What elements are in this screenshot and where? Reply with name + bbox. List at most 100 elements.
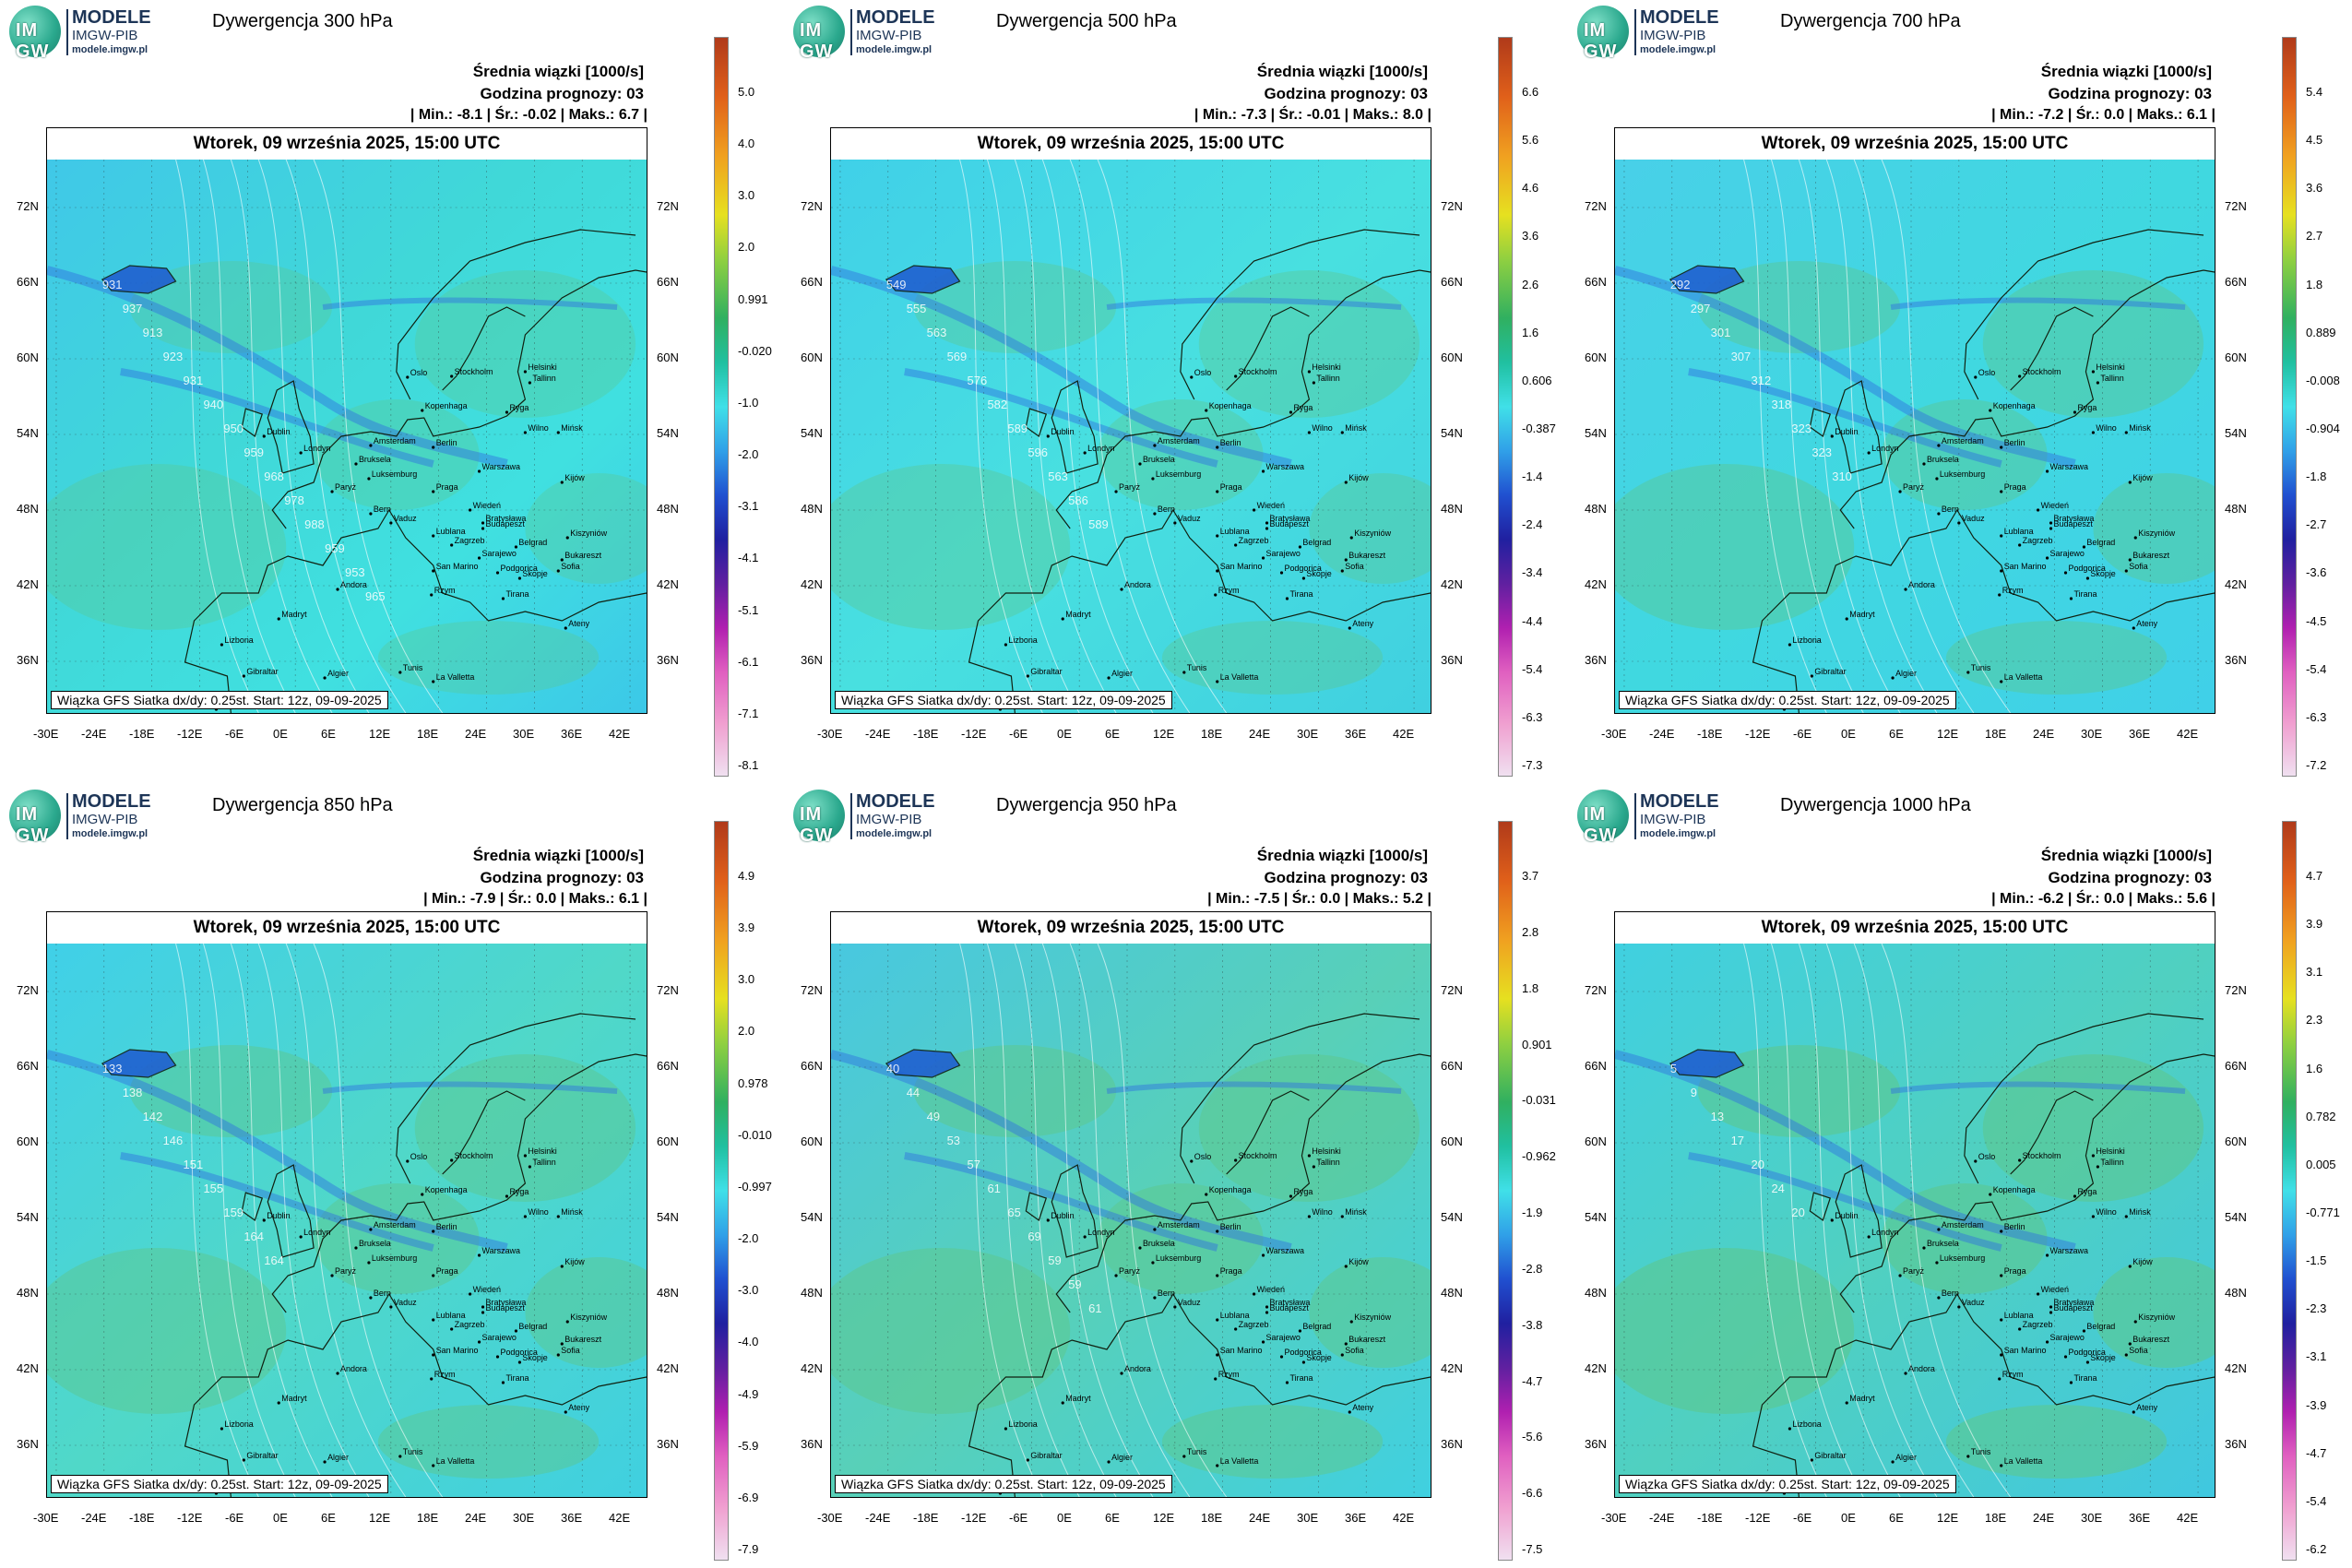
city-label: Sarajewo bbox=[482, 1333, 517, 1342]
subtitle-forecast-hour: Godzina prognozy: 03 bbox=[2048, 85, 2212, 102]
city-dot bbox=[2132, 1410, 2135, 1414]
lat-label-left: 54N bbox=[801, 1210, 823, 1224]
city-dot bbox=[495, 571, 500, 575]
city-dot bbox=[556, 569, 560, 573]
city-label: Londyn bbox=[303, 1228, 330, 1237]
city-label: Londyn bbox=[303, 444, 330, 453]
city-dot bbox=[1935, 1261, 1939, 1265]
city-dot bbox=[1190, 375, 1194, 379]
city-dot bbox=[1279, 1355, 1284, 1359]
city-dot bbox=[1340, 431, 1344, 434]
city-dot bbox=[1285, 1381, 1289, 1384]
imgw-logo[interactable]: IM GW MODELE IMGW-PIB modele.imgw.pl bbox=[1577, 6, 1725, 62]
city-dot bbox=[450, 1327, 454, 1331]
lat-label-left: 72N bbox=[801, 983, 823, 997]
city-label: Helsinki bbox=[2096, 362, 2124, 372]
city-label: Zagrzeb bbox=[455, 1320, 485, 1329]
contour-label: 307 bbox=[1731, 350, 1752, 363]
city-dot bbox=[432, 1353, 435, 1357]
contour-label: 589 bbox=[1007, 422, 1028, 435]
lon-label: 30E bbox=[513, 1511, 535, 1525]
contour-label: 318 bbox=[1771, 398, 1791, 411]
imgw-logo[interactable]: IM GW MODELE IMGW-PIB modele.imgw.pl bbox=[1577, 790, 1725, 846]
lat-label-right: 48N bbox=[1441, 1286, 1463, 1300]
city-label: Podgorica bbox=[500, 564, 537, 573]
city-dot bbox=[336, 1372, 339, 1375]
city-dot bbox=[406, 375, 410, 379]
subtitle-mean: Średnia wiązki [1000/s] bbox=[472, 63, 644, 80]
city-label: Gibraltar bbox=[1030, 1451, 1062, 1460]
city-label: San Marino bbox=[2004, 562, 2047, 571]
city-label: Sarajewo bbox=[482, 549, 517, 558]
city-dot bbox=[1182, 1455, 1186, 1458]
lat-label-left: 66N bbox=[17, 275, 39, 289]
city-label: Madryt bbox=[1065, 610, 1091, 619]
city-dot bbox=[323, 1460, 327, 1464]
logo-line2: IMGW-PIB bbox=[856, 28, 922, 43]
city-label: Oslo bbox=[410, 368, 427, 377]
city-dot bbox=[1153, 512, 1157, 516]
city-dot bbox=[1344, 558, 1348, 562]
city-label: Zagrzeb bbox=[2023, 1320, 2053, 1329]
city-dot bbox=[1998, 593, 2002, 597]
contour-label: 13 bbox=[1711, 1110, 1724, 1123]
contour-label: 563 bbox=[1048, 469, 1068, 483]
lon-label: -12E bbox=[961, 1511, 987, 1525]
city-dot bbox=[2091, 1154, 2095, 1158]
colorbar bbox=[714, 821, 729, 1561]
city-label: La Valletta bbox=[436, 672, 475, 682]
valid-date: Wtorek, 09 września 2025, 15:00 UTC bbox=[831, 128, 1431, 160]
colorbar-label: -6.3 bbox=[2306, 709, 2327, 724]
colorbar-label: 0.606 bbox=[1522, 373, 1552, 387]
lon-label: -12E bbox=[961, 727, 987, 741]
city-label: Wilno bbox=[2096, 1207, 2116, 1217]
colorbar-label: -5.1 bbox=[738, 602, 759, 617]
panel-title: Dywergencja 1000 hPa bbox=[1780, 795, 1971, 815]
city-dot bbox=[1153, 444, 1157, 447]
colorbar bbox=[2282, 821, 2297, 1561]
imgw-logo[interactable]: IM GW MODELE IMGW-PIB modele.imgw.pl bbox=[9, 6, 157, 62]
city-label: Gibraltar bbox=[246, 667, 278, 676]
lon-label: 12E bbox=[369, 1511, 391, 1525]
city-dot bbox=[1205, 409, 1208, 412]
lat-label-left: 72N bbox=[17, 983, 39, 997]
lat-label-right: 42N bbox=[657, 1361, 679, 1375]
city-label: Lizbona bbox=[1008, 636, 1037, 645]
city-label: Wilno bbox=[1312, 423, 1332, 433]
logo-line1: MODELE bbox=[72, 7, 151, 28]
city-dot bbox=[369, 1296, 373, 1300]
city-dot bbox=[560, 1265, 564, 1268]
city-label: Andora bbox=[1908, 1364, 1935, 1373]
colorbar-label: -1.0 bbox=[738, 395, 759, 410]
lat-label-left: 54N bbox=[17, 426, 39, 440]
divergence-map: 9319379139239319409509599689789889599539… bbox=[47, 160, 647, 713]
lon-label: 6E bbox=[321, 727, 336, 741]
imgw-logo[interactable]: IM GW MODELE IMGW-PIB modele.imgw.pl bbox=[793, 790, 941, 846]
colorbar-label: -6.3 bbox=[1522, 709, 1543, 724]
city-dot bbox=[2018, 1327, 2022, 1331]
city-dot bbox=[468, 1292, 472, 1296]
lon-label: -6E bbox=[225, 727, 244, 741]
city-dot bbox=[560, 481, 564, 484]
imgw-logo[interactable]: IM GW MODELE IMGW-PIB modele.imgw.pl bbox=[9, 790, 157, 846]
lon-label: -30E bbox=[1601, 727, 1627, 741]
city-label: Lublana bbox=[1220, 1311, 1250, 1320]
logo-divider bbox=[850, 9, 852, 55]
lat-label-left: 36N bbox=[1585, 653, 1607, 667]
lon-label: 36E bbox=[561, 1511, 583, 1525]
city-dot bbox=[1348, 1410, 1351, 1414]
imgw-logo[interactable]: IM GW MODELE IMGW-PIB modele.imgw.pl bbox=[793, 6, 941, 62]
city-label: Luksemburg bbox=[372, 469, 417, 479]
city-label: Andora bbox=[340, 580, 367, 589]
city-label: Skopje bbox=[1306, 569, 1331, 578]
city-label: Andora bbox=[1908, 580, 1935, 589]
city-label: Bruksela bbox=[1143, 455, 1175, 464]
city-dot bbox=[523, 1215, 528, 1218]
city-dot bbox=[2000, 534, 2003, 538]
city-label: Lizbona bbox=[224, 636, 253, 645]
city-label: Ryga bbox=[1293, 403, 1313, 412]
lat-label-left: 48N bbox=[801, 1286, 823, 1300]
city-label: Praga bbox=[436, 482, 458, 492]
city-label: Oslo bbox=[1194, 1152, 1211, 1161]
lat-label-left: 36N bbox=[17, 1437, 39, 1451]
